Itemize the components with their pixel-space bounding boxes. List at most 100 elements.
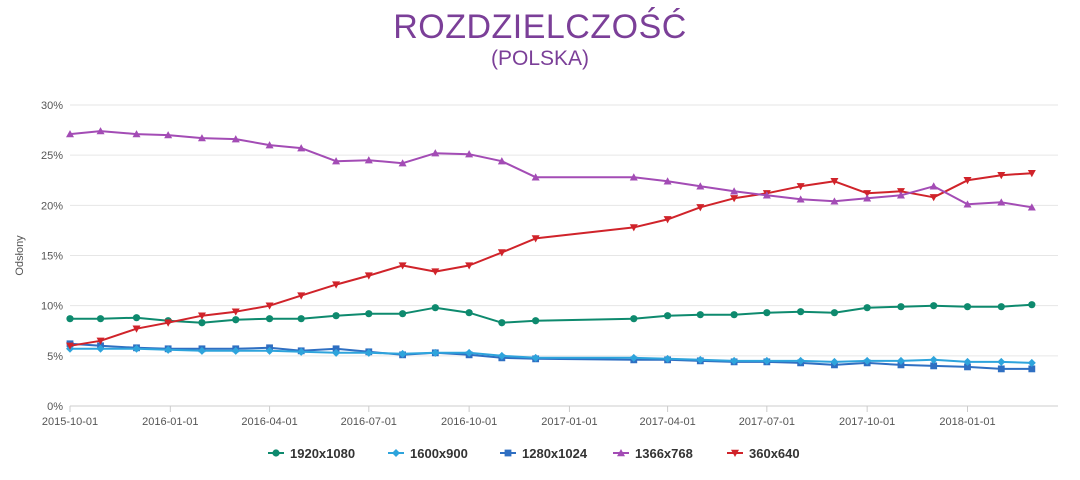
data-point [929, 355, 938, 364]
series-line [70, 303, 1032, 324]
data-point [132, 325, 141, 333]
y-tick-label: 25% [41, 150, 63, 162]
data-point [863, 194, 872, 202]
data-point [431, 304, 439, 312]
axes: 0% 5% 10% 15% 20% 25% 30% Odsłony 2015-10-01 2016… [14, 100, 996, 428]
data-point [431, 149, 440, 157]
data-point [929, 182, 938, 190]
data-point [897, 303, 905, 311]
y-tick-label: 10% [41, 301, 63, 313]
data-point [629, 353, 638, 362]
data-point [265, 141, 274, 149]
data-point [398, 262, 407, 270]
legend-marker [731, 449, 739, 457]
series-line [69, 172, 1032, 347]
series-line [70, 347, 1032, 364]
data-point [629, 173, 638, 181]
legend-marker [392, 449, 400, 457]
data-point [332, 312, 340, 320]
data-point [364, 272, 373, 280]
data-point [830, 357, 839, 366]
data-point [265, 346, 274, 355]
x-tick-label: 2017-10-01 [839, 416, 895, 428]
data-point [997, 198, 1006, 206]
x-tick-label: 2016-04-01 [241, 416, 297, 428]
data-point [531, 235, 540, 243]
data-point [963, 177, 972, 185]
legend-label: 1280x1024 [522, 446, 588, 461]
series-360x640 [66, 170, 1036, 350]
data-point [297, 315, 305, 323]
data-point [796, 356, 805, 365]
data-point [696, 311, 704, 319]
data-point [532, 317, 540, 325]
legend-item-1600x900[interactable]: 1600x900 [388, 446, 468, 461]
data-point [465, 150, 474, 158]
data-point [164, 319, 173, 327]
data-point [896, 356, 905, 365]
data-point [730, 195, 739, 203]
legend-item-360x640[interactable]: 360x640 [727, 446, 800, 461]
series-line [69, 130, 1032, 209]
x-tick-label: 2015-10-01 [42, 416, 98, 428]
legend-label: 1920x1080 [290, 446, 355, 461]
data-point [929, 194, 938, 202]
y-tick-label: 0% [47, 401, 63, 413]
data-point [696, 204, 705, 212]
data-point [297, 347, 306, 356]
chart-subtitle: (POLSKA) [490, 47, 590, 70]
legend-label: 1600x900 [410, 446, 468, 461]
data-point [332, 157, 341, 165]
data-point [830, 197, 839, 205]
data-point [164, 345, 173, 354]
y-tick-label: 20% [41, 200, 63, 212]
data-point [332, 348, 341, 357]
data-point [663, 312, 672, 320]
legend-item-1920x1080[interactable]: 1920x1080 [268, 446, 355, 461]
data-point [497, 351, 506, 360]
legend: 1920x1080 1600x900 1280x1024 1366x768 360x64… [268, 446, 800, 461]
y-tick-label: 30% [41, 100, 63, 112]
data-point [1027, 203, 1036, 211]
legend-label: 1366x768 [635, 446, 693, 461]
data-point [896, 191, 905, 199]
data-point [663, 216, 672, 224]
data-point [198, 319, 206, 327]
x-tick-label: 2017-04-01 [639, 416, 695, 428]
data-point [398, 159, 407, 167]
data-point [365, 310, 373, 318]
data-point [399, 310, 407, 318]
data-point [696, 182, 705, 190]
data-point [730, 187, 739, 195]
data-point [531, 173, 540, 181]
data-point [132, 130, 141, 138]
data-point [332, 345, 340, 353]
data-point [96, 127, 105, 135]
data-point [1027, 170, 1036, 178]
data-point [930, 302, 938, 310]
data-point [66, 130, 74, 138]
series-1366x768 [66, 127, 1036, 211]
legend-item-1366x768[interactable]: 1366x768 [613, 446, 693, 461]
data-point [830, 178, 839, 186]
data-point [796, 183, 805, 191]
data-point [265, 302, 274, 310]
legend-marker [272, 449, 280, 457]
x-tick-label: 2016-01-01 [142, 416, 198, 428]
data-point [96, 315, 105, 323]
x-tick-label: 2016-07-01 [341, 416, 397, 428]
data-point [763, 309, 771, 317]
data-point [96, 344, 105, 353]
legend-item-1280x1024[interactable]: 1280x1024 [500, 446, 588, 461]
grid-lines [70, 104, 1058, 407]
data-point [297, 144, 306, 152]
data-point [132, 344, 141, 353]
data-point [930, 362, 938, 370]
x-tick-label: 2017-07-01 [739, 416, 795, 428]
data-point [630, 315, 638, 323]
data-point [465, 262, 474, 270]
data-point [265, 315, 274, 323]
data-point [963, 303, 972, 311]
data-point [997, 172, 1006, 180]
data-point [164, 131, 173, 139]
